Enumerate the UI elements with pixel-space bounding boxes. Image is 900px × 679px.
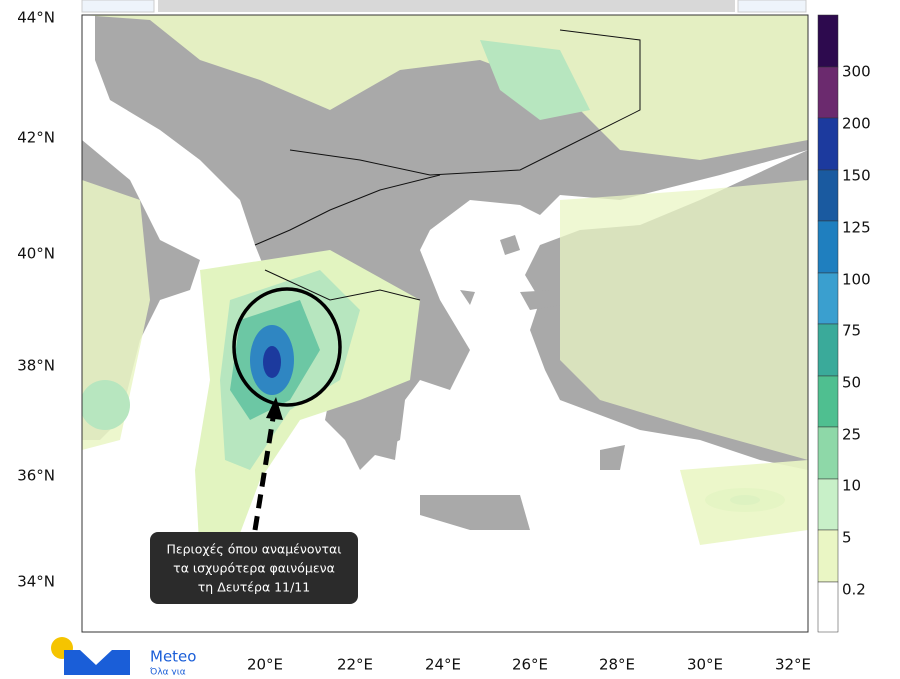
colorbar-label: 25	[842, 426, 861, 444]
arrow-shaft	[252, 411, 277, 531]
colorbar-label: 300	[842, 63, 871, 81]
lon-label: 32°E	[775, 656, 811, 674]
lat-label: 38°N	[17, 357, 55, 375]
arrow-head	[266, 397, 283, 420]
annotation-line: τα ισχυρότερα φαινόμενα	[173, 561, 335, 576]
colorbar-labels: 300 200 150 125 100 75 50 25 10 5 0.2	[842, 63, 871, 599]
colorbar-swatch	[817, 66, 839, 119]
colorbar-swatch	[817, 14, 839, 68]
lat-label: 44°N	[17, 9, 55, 27]
colorbar-swatch	[817, 117, 839, 171]
lat-labels: 44°N 42°N 40°N 38°N 36°N 34°N	[17, 9, 55, 591]
colorbar	[817, 14, 839, 633]
lat-label: 40°N	[17, 245, 55, 263]
annotation-line: Περιοχές όπου αναμένονται	[166, 542, 341, 557]
colorbar-label: 100	[842, 271, 871, 289]
colorbar-label: 200	[842, 115, 871, 133]
lon-label: 26°E	[512, 656, 548, 674]
colorbar-swatch	[817, 169, 839, 222]
colorbar-swatch	[817, 220, 839, 274]
colorbar-swatch	[817, 581, 839, 633]
logo-name: Meteo	[150, 648, 196, 666]
colorbar-label: 0.2	[842, 581, 866, 599]
colorbar-label: 150	[842, 167, 871, 185]
map	[82, 15, 808, 632]
lon-label: 30°E	[687, 656, 723, 674]
colorbar-label: 10	[842, 477, 861, 495]
colorbar-label: 75	[842, 322, 861, 340]
annotation: Περιοχές όπου αναμένονται τα ισχυρότερα …	[166, 542, 341, 595]
lat-label: 36°N	[17, 467, 55, 485]
logo-mark	[64, 650, 130, 675]
lat-label: 42°N	[17, 129, 55, 147]
colorbar-swatch	[817, 478, 839, 531]
colorbar-swatch	[817, 426, 839, 480]
logo-tagline: Όλα για	[149, 667, 186, 676]
lat-label: 34°N	[17, 573, 55, 591]
colorbar-swatch	[817, 375, 839, 428]
colorbar-label: 125	[842, 219, 871, 237]
lon-label: 24°E	[425, 656, 461, 674]
map-frame	[81, 14, 809, 633]
rain-field	[82, 15, 808, 560]
colorbar-label: 5	[842, 529, 852, 547]
lon-labels: 20°E 22°E 24°E 26°E 28°E 30°E 32°E	[247, 656, 811, 674]
colorbar-swatch	[817, 323, 839, 377]
colorbar-label: 50	[842, 374, 861, 392]
colorbar-swatch	[817, 272, 839, 325]
annotation-line: τη Δευτέρα 11/11	[198, 580, 310, 595]
lon-label: 28°E	[599, 656, 635, 674]
lon-label: 20°E	[247, 656, 283, 674]
title-bar	[158, 0, 735, 12]
corner-logo	[737, 0, 807, 13]
highlight-circle	[232, 287, 342, 407]
logo: Meteo Όλα για	[51, 637, 196, 678]
borders	[254, 29, 641, 301]
corner-logo	[81, 0, 155, 13]
lon-label: 22°E	[337, 656, 373, 674]
colorbar-swatch	[817, 529, 839, 583]
annotation-box	[150, 532, 358, 604]
